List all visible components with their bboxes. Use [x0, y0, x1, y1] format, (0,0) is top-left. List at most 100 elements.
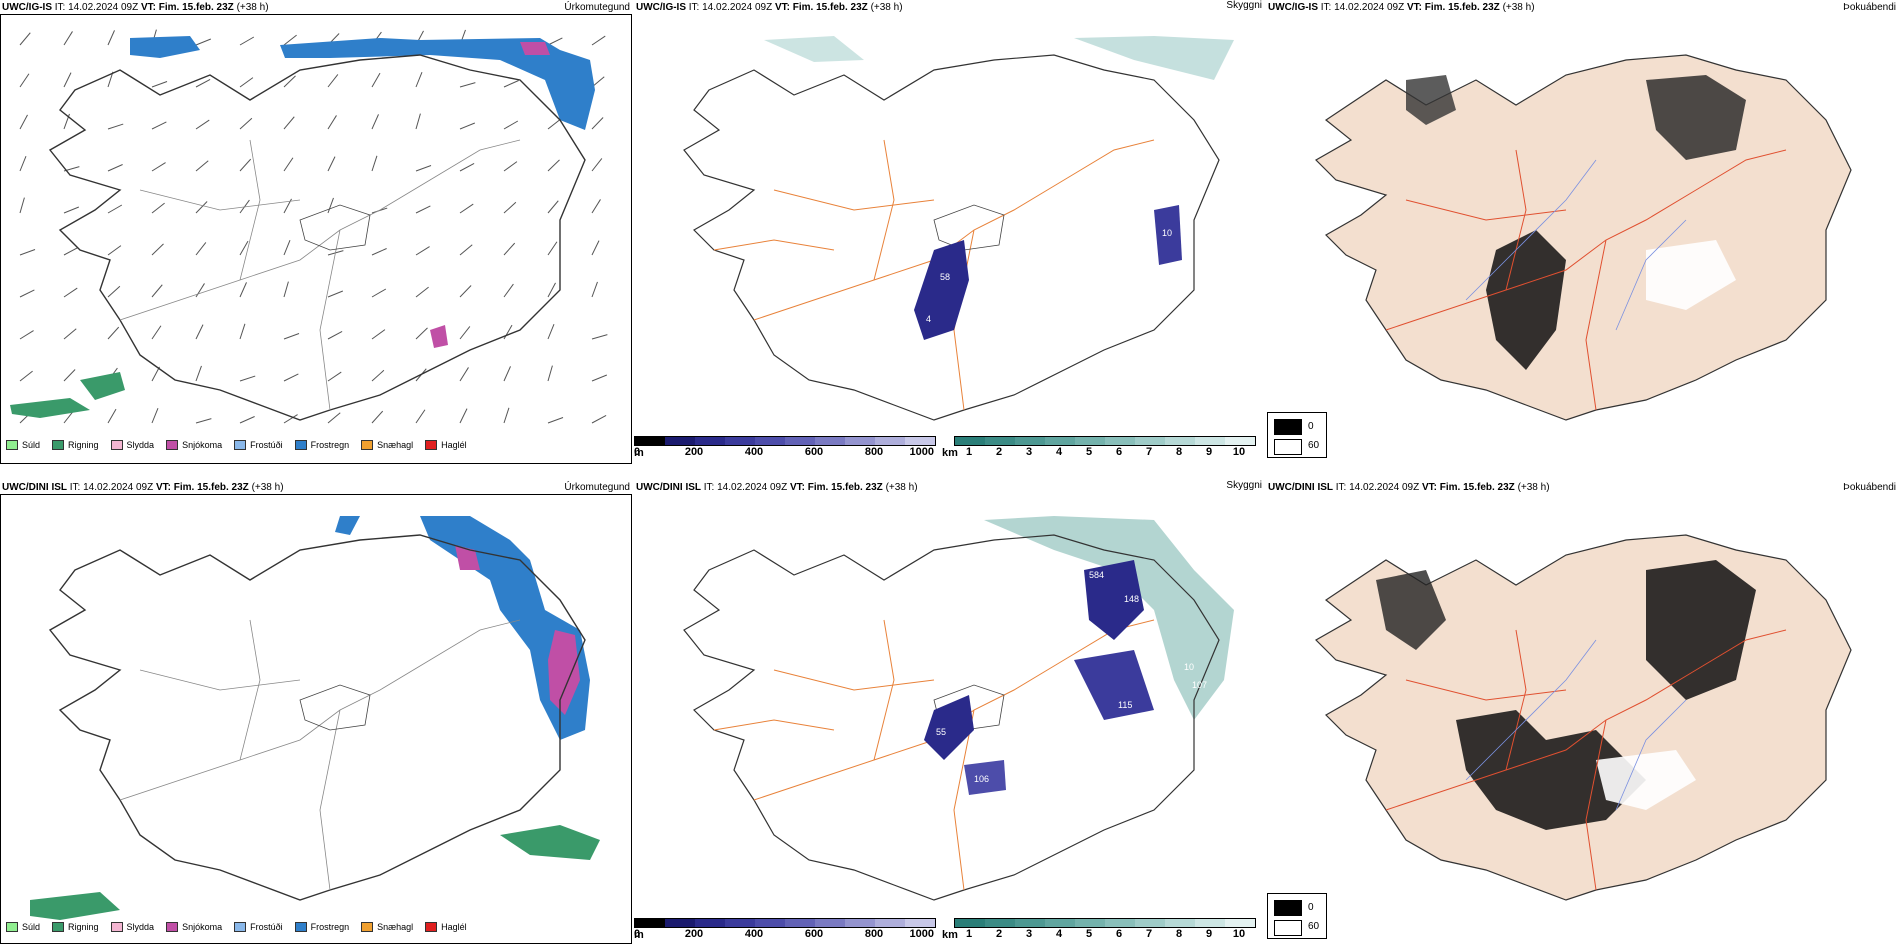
wind-barb: [547, 417, 564, 424]
wind-barb: [107, 30, 115, 46]
field-name: Skyggni: [1226, 0, 1262, 11]
map-value-label: 106: [974, 774, 989, 784]
scale-tick-label: 6: [1115, 446, 1123, 458]
scale-tick-label: 1000: [909, 928, 934, 940]
wind-barb: [19, 289, 35, 298]
map-value-label: 58: [940, 272, 950, 282]
map-frame: [0, 494, 632, 944]
wind-barb: [371, 410, 384, 424]
wind-barb: [547, 118, 561, 130]
scale-color-step: [1105, 437, 1135, 445]
scale-color-step: [665, 919, 695, 927]
wind-barb: [459, 203, 474, 214]
iceland-outline: [48, 534, 586, 901]
wind-barb: [195, 119, 210, 130]
legend-item: Frostúði: [234, 440, 283, 450]
legend-swatch: [361, 440, 374, 450]
scale-tick-label: 2: [995, 928, 1003, 940]
scale-color-step: [1195, 437, 1225, 445]
scale-tick-label: 9: [1205, 928, 1213, 940]
legend-item: Snæhagl: [361, 440, 413, 450]
field-name: Þokuábendi: [1843, 482, 1896, 493]
scale-color-step: [1165, 437, 1195, 445]
scale-tick-label: 10: [1232, 928, 1246, 940]
legend-swatch: [110, 440, 123, 450]
wind-barb: [283, 373, 299, 382]
wind-barb: [19, 32, 31, 46]
legend-item: Slydda: [110, 922, 154, 932]
roads: [1385, 149, 1787, 411]
roads: [119, 619, 521, 891]
precip-type-map: [10, 29, 608, 424]
scale-tick-label: 0: [634, 446, 641, 458]
wind-barb: [19, 114, 28, 130]
wind-barb: [63, 31, 73, 46]
cloud-base-patch: [1074, 650, 1154, 720]
scale-tick-label: 200: [684, 446, 704, 458]
wind-barb: [239, 416, 255, 424]
wind-barb: [327, 331, 343, 340]
wind-barb: [415, 409, 426, 424]
wind-barb: [195, 38, 212, 46]
iceland-outline: [683, 54, 1220, 421]
panel-visibility-bottom: UWC/DINI ISL IT: 14.02.2024 09Z VT: Fim.…: [634, 480, 1266, 950]
legend-swatch: [52, 922, 65, 932]
wind-barb: [371, 248, 387, 256]
scale-tick-label: 800: [864, 928, 884, 940]
scale-color-step: [665, 437, 695, 445]
wind-barb: [63, 247, 79, 256]
wind-barb: [459, 408, 468, 424]
scale-color-step: [1105, 919, 1135, 927]
wind-barb: [415, 113, 421, 130]
scale-color-step: [695, 437, 725, 445]
wind-barb: [239, 282, 247, 298]
legend-swatch: [166, 440, 179, 450]
wind-barb: [371, 369, 385, 382]
rivers: [1465, 639, 1687, 811]
legend-item: Frostregn: [294, 922, 349, 932]
wind-barb: [19, 197, 25, 214]
wind-barb: [239, 158, 252, 172]
wind-barb: [547, 282, 556, 298]
legend-swatch: [6, 922, 18, 932]
scale-color-step: [955, 437, 985, 445]
fog-dark-area: [1406, 75, 1456, 125]
wind-barb: [503, 242, 516, 256]
scale-color-step: [1225, 919, 1255, 927]
wind-barb: [547, 37, 563, 46]
panel-visibility-top: UWC/IG-IS IT: 14.02.2024 09Z VT: Fim. 15…: [634, 0, 1266, 470]
panel-title: UWC/IG-IS IT: 14.02.2024 09Z VT: Fim. 15…: [636, 2, 903, 13]
wind-barb: [63, 328, 77, 340]
legend-swatch: [234, 922, 247, 932]
wind-barb: [503, 201, 517, 214]
wind-barb: [459, 82, 476, 88]
scale-color-step: [1045, 919, 1075, 927]
wind-barb: [63, 206, 80, 214]
precip-type-legend: Súld Rigning Slydda Snjókoma Frostúði Fr…: [6, 440, 467, 450]
legend-item: Rigning: [52, 440, 99, 450]
cloud-base-scale: [634, 918, 936, 928]
wind-barb: [547, 323, 555, 340]
precip-snow-patch: [520, 42, 550, 55]
wind-barb: [459, 244, 473, 256]
wind-barb: [151, 325, 162, 340]
scale-color-step: [725, 437, 755, 445]
cloud-base-patch: [1154, 205, 1182, 265]
scale-tick-label: 3: [1025, 446, 1033, 458]
wind-barb: [283, 157, 294, 172]
cloud-base-unit: m: [634, 929, 644, 941]
legend-item: Snjókoma: [166, 922, 222, 932]
wind-barb: [239, 117, 253, 130]
wind-barb: [19, 73, 30, 88]
legend-item: Frostregn: [294, 440, 349, 450]
legend-swatch: [425, 922, 438, 932]
field-name: Þokuábendi: [1843, 2, 1896, 13]
wind-barb: [195, 365, 202, 382]
scale-tick-label: 200: [684, 928, 704, 940]
precip-snow-patch: [548, 630, 580, 715]
scale-tick-label: 8: [1175, 928, 1183, 940]
fog-light-area: [1646, 240, 1736, 310]
precip-frostregn-patch: [335, 516, 360, 535]
scale-color-step: [1135, 919, 1165, 927]
legend-swatch: [110, 922, 123, 932]
